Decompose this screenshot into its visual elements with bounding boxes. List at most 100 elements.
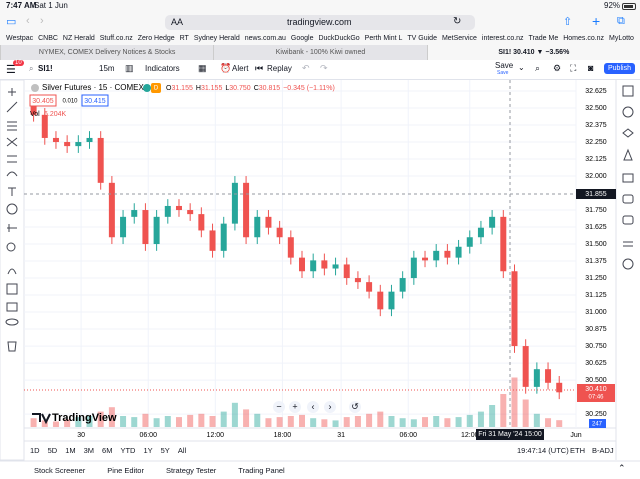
panel-tab[interactable]: Strategy Tester (165, 465, 217, 475)
tabs-button[interactable]: ⧉ (617, 15, 625, 27)
zoom-in-button[interactable] (289, 401, 301, 413)
brush-tool[interactable] (6, 171, 18, 177)
quick-search[interactable]: ⌕ (535, 63, 541, 73)
notes-button[interactable] (623, 241, 633, 247)
templates-button[interactable]: ▦ (198, 63, 207, 73)
range-button[interactable]: 5Y (160, 446, 170, 455)
indicators-button[interactable]: Indicators (145, 64, 180, 73)
panel-tab[interactable]: Trading Panel (238, 465, 285, 475)
lock-tool[interactable] (6, 302, 18, 312)
interval-button[interactable]: 15m (99, 64, 115, 73)
menu-button[interactable]: ☰ (6, 64, 16, 76)
bookmark[interactable]: Sydney Herald (193, 35, 240, 42)
bookmark[interactable]: Google (290, 35, 314, 42)
redo-button[interactable]: ↷ (320, 63, 328, 73)
bookmark[interactable]: Trade Me (528, 35, 559, 42)
text-size-button[interactable]: AA (171, 17, 184, 27)
bookmark[interactable]: MyLotto (609, 35, 634, 42)
pattern-tool[interactable] (6, 137, 18, 147)
magnet-tool[interactable] (7, 268, 17, 275)
bookmark[interactable]: MetService (441, 35, 477, 42)
range-button[interactable]: YTD (120, 446, 136, 455)
bookmark[interactable]: Westpac (6, 35, 34, 42)
data-window-button[interactable] (622, 128, 634, 138)
calendar-button[interactable] (622, 173, 634, 183)
alert-button[interactable]: Alert (232, 64, 249, 73)
bookmark[interactable]: interest.co.nz (481, 35, 524, 42)
range-button[interactable]: 3M (83, 446, 95, 455)
bookmark[interactable]: news.com.au (244, 35, 286, 42)
bar-countdown: 07:46 (588, 395, 604, 401)
adjust-button[interactable]: B-ADJ (592, 446, 614, 455)
bookmark[interactable]: NZ Herald (62, 35, 95, 42)
range-button[interactable]: 5D (47, 446, 58, 455)
bid-box[interactable] (29, 94, 57, 107)
projection-tool[interactable] (7, 155, 17, 163)
volume-bar (522, 399, 529, 427)
publish-button[interactable]: Publish (604, 63, 635, 74)
new-tab-button[interactable]: + (592, 13, 601, 29)
zoom-tool[interactable] (6, 242, 16, 252)
cursor-tool[interactable] (8, 88, 16, 96)
range-button[interactable]: 6M (102, 446, 113, 455)
bookmark[interactable]: TV Guide (407, 35, 437, 42)
panel-toggle[interactable]: ⌃ (618, 463, 626, 473)
settings-button[interactable]: ⚙ (553, 63, 562, 73)
scroll-right-button[interactable] (324, 401, 336, 413)
bookmark[interactable]: Stuff.co.nz (99, 35, 133, 42)
scroll-left-button[interactable] (307, 401, 319, 413)
snapshot-button[interactable]: ◙ (588, 63, 594, 73)
sidebar-button[interactable]: ▭ (6, 16, 17, 28)
delete-tool[interactable] (7, 341, 17, 352)
bookmark[interactable]: DuckDuckGo (318, 35, 360, 42)
stay-drawing-tool[interactable] (6, 283, 18, 295)
emoji-tool[interactable] (6, 203, 18, 215)
share-button[interactable]: ⇧ (563, 16, 573, 28)
session-button[interactable]: ETH (570, 446, 585, 455)
help-button[interactable] (622, 258, 634, 270)
ask-box[interactable] (81, 94, 109, 107)
y-tick-label: 32.625 (585, 88, 607, 95)
save-button[interactable]: Save (495, 61, 514, 70)
range-button[interactable]: 1M (65, 446, 76, 455)
bookmark[interactable]: CNBC (38, 35, 58, 42)
save-menu[interactable]: ⌄ (518, 63, 525, 72)
alerts-button[interactable] (622, 106, 634, 118)
symbol-button[interactable]: SI1! (38, 64, 53, 73)
address-field[interactable]: AA tradingview.com ↻ (165, 15, 475, 30)
reset-button[interactable] (349, 401, 361, 413)
text-tool[interactable] (8, 187, 16, 196)
chart-navigation: − + ‹ › ↺ (273, 401, 361, 413)
zoom-out-button[interactable] (273, 401, 285, 413)
browser-tab[interactable]: NYMEX, COMEX Delivery Notices & Stocks (0, 45, 213, 60)
hide-tool[interactable] (5, 318, 19, 326)
back-button[interactable]: ‹ (26, 15, 30, 27)
replay-button[interactable]: Replay (267, 64, 292, 73)
fullscreen-button[interactable]: ⛶ (570, 63, 577, 73)
bookmark[interactable]: Perth Mint L (364, 35, 403, 42)
browser-tab[interactable]: SI1! 30.410 ▼ −3.56% (426, 45, 640, 60)
range-button[interactable]: All (177, 446, 187, 455)
range-button[interactable]: 1Y (143, 446, 153, 455)
undo-button[interactable]: ↶ (302, 63, 310, 73)
reload-button[interactable]: ↻ (453, 16, 462, 27)
panel-tab[interactable]: Pine Editor (107, 465, 144, 475)
hotlists-button[interactable] (623, 148, 633, 161)
watchlist-button[interactable] (622, 85, 634, 97)
candle-body (131, 210, 138, 217)
bookmark[interactable]: Homes.co.nz (563, 35, 605, 42)
fib-tool[interactable] (7, 121, 17, 131)
bookmark[interactable]: Zero Hedge (137, 35, 175, 42)
forward-button[interactable]: › (40, 15, 44, 27)
panel-tab[interactable]: Stock Screener (34, 465, 86, 475)
measure-tool[interactable] (7, 224, 17, 232)
range-button[interactable]: 1D (30, 446, 40, 455)
change: −0.345 (−1.11%) (283, 85, 335, 92)
bookmark[interactable]: RT (179, 35, 189, 42)
ideas-button[interactable] (622, 194, 634, 204)
chart-style-button[interactable]: ▥ (125, 63, 134, 73)
volume-label: Vol (30, 111, 40, 118)
trendline-tool[interactable] (6, 101, 18, 113)
browser-tab[interactable]: Kiwibank - 100% Kiwi owned (213, 45, 426, 60)
chat-button[interactable] (622, 215, 634, 225)
